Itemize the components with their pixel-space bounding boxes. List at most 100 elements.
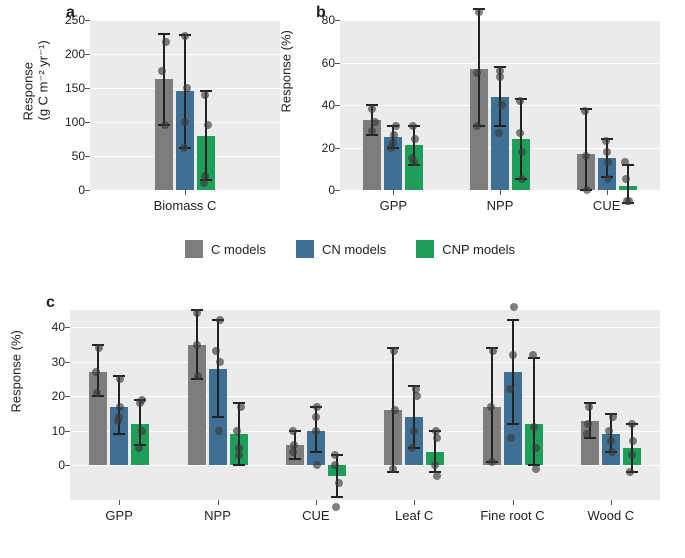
- error-cap: [507, 319, 519, 321]
- y-tick: [85, 122, 90, 123]
- x-tick: [414, 500, 415, 505]
- data-point: [289, 448, 297, 456]
- x-tick: [611, 500, 612, 505]
- y-tick-label: 0: [57, 183, 85, 197]
- legend-item-c: C models: [185, 240, 266, 258]
- y-tick-label: 50: [57, 149, 85, 163]
- data-point: [488, 458, 496, 466]
- data-point: [607, 437, 615, 445]
- data-point: [604, 175, 612, 183]
- data-point: [529, 351, 537, 359]
- y-tick: [85, 88, 90, 89]
- data-point: [408, 154, 416, 162]
- data-point: [518, 148, 526, 156]
- error-cap: [494, 125, 506, 127]
- data-point: [408, 444, 416, 452]
- y-tick-label: 80: [307, 13, 335, 27]
- y-tick: [65, 327, 70, 328]
- data-point: [506, 385, 514, 393]
- error-bar: [205, 91, 207, 179]
- data-point: [215, 427, 223, 435]
- y-tick-label: 200: [57, 47, 85, 61]
- y-tick-label: 250: [57, 13, 85, 27]
- data-point: [584, 420, 592, 428]
- data-point: [371, 118, 379, 126]
- legend-item-cnp: CNP models: [416, 240, 515, 258]
- y-tick: [85, 54, 90, 55]
- y-tick-label: 0: [307, 183, 335, 197]
- data-point: [368, 105, 376, 113]
- data-point: [390, 347, 398, 355]
- y-tick-label: 10: [37, 424, 65, 438]
- y-tick: [65, 396, 70, 397]
- data-point: [216, 316, 224, 324]
- data-point: [93, 389, 101, 397]
- x-category-label: NPP: [204, 508, 231, 523]
- error-bar: [585, 109, 587, 190]
- data-point: [95, 344, 103, 352]
- data-point: [392, 122, 400, 130]
- y-tick: [335, 190, 340, 191]
- error-bar: [520, 99, 522, 180]
- data-point: [475, 8, 483, 16]
- data-point: [335, 479, 343, 487]
- x-tick: [393, 190, 394, 195]
- data-point: [162, 38, 170, 46]
- error-bar: [512, 320, 514, 424]
- data-point: [313, 403, 321, 411]
- data-point: [487, 403, 495, 411]
- data-point: [489, 347, 497, 355]
- error-bar: [478, 9, 480, 126]
- y-tick-label: 20: [307, 141, 335, 155]
- data-point: [410, 427, 418, 435]
- gridline: [70, 396, 660, 397]
- x-category-label: NPP: [487, 198, 514, 213]
- x-tick: [607, 190, 608, 195]
- error-cap: [212, 416, 224, 418]
- data-point: [431, 461, 439, 469]
- data-point: [237, 403, 245, 411]
- data-point: [116, 375, 124, 383]
- gridline: [70, 431, 660, 432]
- data-point: [510, 303, 518, 311]
- y-tick: [85, 190, 90, 191]
- data-point: [115, 413, 123, 421]
- legend: C models CN models CNP models: [140, 240, 560, 258]
- x-tick: [500, 190, 501, 195]
- data-point: [138, 427, 146, 435]
- data-point: [583, 430, 591, 438]
- y-tick: [335, 63, 340, 64]
- gridline: [70, 465, 660, 466]
- y-axis-label: Response (%): [279, 97, 294, 113]
- data-point: [193, 341, 201, 349]
- x-category-label: CUE: [593, 198, 620, 213]
- x-tick: [185, 190, 186, 195]
- legend-label: C models: [211, 242, 266, 257]
- data-point: [603, 148, 611, 156]
- data-point: [629, 437, 637, 445]
- gridline: [340, 20, 660, 21]
- legend-item-cn: CN models: [296, 240, 386, 258]
- data-point: [602, 137, 610, 145]
- y-tick: [335, 20, 340, 21]
- data-point: [158, 67, 166, 75]
- data-point: [516, 129, 524, 137]
- data-point: [516, 97, 524, 105]
- error-cap: [158, 33, 170, 35]
- data-point: [216, 358, 224, 366]
- data-point: [313, 461, 321, 469]
- error-cap: [233, 464, 245, 466]
- data-point: [532, 465, 540, 473]
- data-point: [532, 444, 540, 452]
- x-tick: [513, 500, 514, 505]
- data-point: [609, 413, 617, 421]
- data-point: [181, 118, 189, 126]
- data-point: [604, 158, 612, 166]
- data-point: [233, 427, 241, 435]
- data-point: [312, 427, 320, 435]
- panel-label-c: c: [46, 294, 55, 312]
- data-point: [136, 399, 144, 407]
- data-point: [332, 503, 340, 511]
- gridline: [70, 362, 660, 363]
- data-point: [608, 448, 616, 456]
